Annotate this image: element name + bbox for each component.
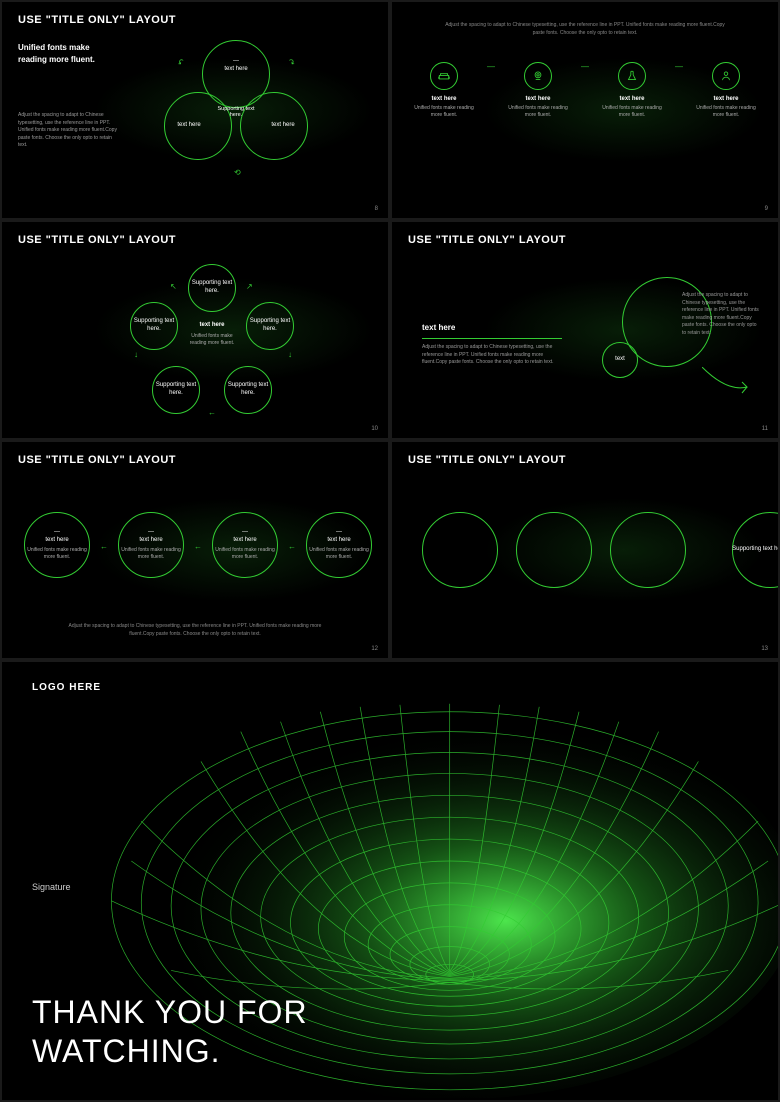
step-circle: —text hereUnified fonts make reading mor… bbox=[24, 512, 90, 578]
slide-caption: Adjust the spacing to adapt to Chinese t… bbox=[442, 22, 728, 37]
slide-cycle: USE "TITLE ONLY" LAYOUT Supporting text … bbox=[2, 222, 388, 438]
slide-linear: USE "TITLE ONLY" LAYOUT —text hereUnifie… bbox=[2, 442, 388, 658]
icon-item: text here Unified fonts make reading mor… bbox=[691, 62, 761, 119]
slide-icons: Adjust the spacing to adapt to Chinese t… bbox=[392, 2, 778, 218]
logo-text: LOGO HERE bbox=[32, 682, 101, 693]
arrow-icon: ↷ bbox=[286, 57, 297, 68]
right-text: Adjust the spacing to adapt to Chinese t… bbox=[682, 292, 762, 337]
venn-circle-left: text here bbox=[164, 92, 232, 160]
step-circle: —text hereUnified fonts make reading mor… bbox=[212, 512, 278, 578]
arrow-icon: ← bbox=[208, 408, 216, 417]
page-number: 12 bbox=[371, 646, 378, 652]
cycle-circle: Supporting text here. bbox=[188, 264, 236, 312]
arrow-icon: ↓ bbox=[134, 350, 138, 359]
page-number: 10 bbox=[371, 426, 378, 432]
icon-item: text here Unified fonts make reading mor… bbox=[409, 62, 479, 119]
page-number: 9 bbox=[765, 206, 768, 212]
sofa-icon bbox=[430, 62, 458, 90]
row-circle bbox=[516, 512, 592, 588]
slide-title: USE "TITLE ONLY" LAYOUT bbox=[18, 454, 176, 466]
venn-circle-right: text here bbox=[240, 92, 308, 160]
slide-footnote: Adjust the spacing to adapt to Chinese t… bbox=[62, 623, 328, 638]
cycle-center: text here Unified fonts make reading mor… bbox=[188, 322, 236, 347]
person-icon bbox=[712, 62, 740, 90]
slide-overlap: USE "TITLE ONLY" LAYOUT text here Adjust… bbox=[392, 222, 778, 438]
page-number: 8 bbox=[375, 206, 378, 212]
arrow-icon: ← bbox=[288, 542, 296, 551]
slide-thank-you: LOGO HERE Signature THANK YOU FORWATCHIN… bbox=[2, 662, 778, 1100]
flask-icon bbox=[618, 62, 646, 90]
step-circle: —text hereUnified fonts make reading mor… bbox=[306, 512, 372, 578]
arrow-icon: ↓ bbox=[288, 350, 292, 359]
signature-label: Signature bbox=[32, 882, 71, 892]
cycle-circle: Supporting text here. bbox=[224, 366, 272, 414]
arrow-icon: ← bbox=[100, 542, 108, 551]
arrow-icon: ↶ bbox=[176, 57, 187, 68]
cycle-circle: Supporting text here. bbox=[130, 302, 178, 350]
cycle-circle: Supporting text here. bbox=[246, 302, 294, 350]
slide-heading: Unified fonts make reading more fluent. bbox=[18, 42, 108, 70]
slide-title: USE "TITLE ONLY" LAYOUT bbox=[18, 14, 176, 26]
left-text: text here Adjust the spacing to adapt to… bbox=[422, 322, 562, 367]
arrow-icon: ← bbox=[194, 542, 202, 551]
venn-center-label: Supporting text here. bbox=[214, 106, 258, 118]
arrow-icon: ↖ bbox=[170, 282, 177, 291]
row-circle-partial: Supporting text here. bbox=[732, 512, 778, 588]
slide-title: USE "TITLE ONLY" LAYOUT bbox=[408, 234, 566, 246]
slide-description: Adjust the spacing to adapt to Chinese t… bbox=[18, 112, 118, 150]
page-number: 13 bbox=[761, 646, 768, 652]
row-circle bbox=[422, 512, 498, 588]
small-circle: text bbox=[602, 342, 638, 378]
slide-title: USE "TITLE ONLY" LAYOUT bbox=[408, 454, 566, 466]
icon-item: text here Unified fonts make reading mor… bbox=[503, 62, 573, 119]
dash-separator: — bbox=[487, 62, 495, 71]
arrow-icon bbox=[702, 367, 752, 397]
dash-separator: — bbox=[675, 62, 683, 71]
arrow-icon: ↗ bbox=[246, 282, 253, 291]
dash-separator: — bbox=[581, 62, 589, 71]
icon-row: text here Unified fonts make reading mor… bbox=[392, 62, 778, 119]
arrow-icon: ⟲ bbox=[234, 168, 241, 177]
page-number: 11 bbox=[762, 426, 768, 432]
cycle-circle: Supporting text here. bbox=[152, 366, 200, 414]
slide-circles-row: USE "TITLE ONLY" LAYOUT Supporting text … bbox=[392, 442, 778, 658]
row-circle bbox=[610, 512, 686, 588]
thank-you-heading: THANK YOU FORWATCHING. bbox=[32, 993, 308, 1070]
slide-venn: USE "TITLE ONLY" LAYOUT Unified fonts ma… bbox=[2, 2, 388, 218]
slide-title: USE "TITLE ONLY" LAYOUT bbox=[18, 234, 176, 246]
step-circle: —text hereUnified fonts make reading mor… bbox=[118, 512, 184, 578]
icon-item: text here Unified fonts make reading mor… bbox=[597, 62, 667, 119]
camera-icon bbox=[524, 62, 552, 90]
